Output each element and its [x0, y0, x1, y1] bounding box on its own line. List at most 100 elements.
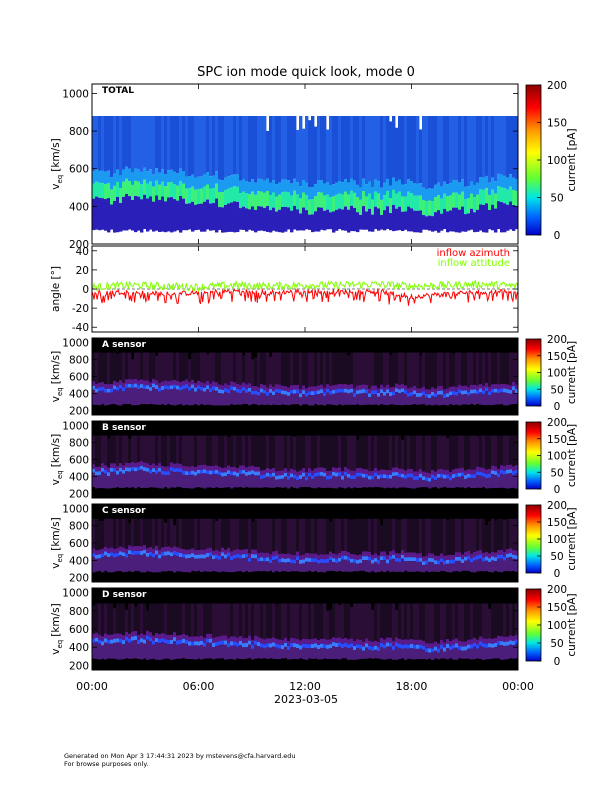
heatmap-cell: [350, 388, 354, 393]
heatmap-cell: [110, 643, 114, 659]
heatmap-cell: [398, 603, 402, 639]
heatmap-cell: [452, 386, 456, 392]
heatmap-cell: [221, 472, 225, 477]
heatmap-cell: [440, 553, 444, 559]
heatmap-cell: [401, 644, 405, 649]
heatmap-cell: [254, 549, 258, 555]
heatmap-cell: [233, 518, 237, 550]
heatmap-cell: [353, 559, 357, 563]
heatmap-cell: [170, 435, 174, 463]
heatmap-cell: [278, 389, 282, 394]
heatmap-cell: [224, 383, 228, 389]
heatmap-cell: [209, 465, 213, 471]
heatmap-cell: [356, 563, 360, 572]
heatmap-cell: [449, 116, 453, 184]
heatmap-cell: [503, 352, 507, 384]
heatmap-cell: [224, 205, 228, 233]
heatmap-cell: [467, 550, 471, 556]
heatmap-cell: [455, 477, 459, 488]
heatmap-cell: [278, 553, 282, 559]
heatmap-cell: [122, 116, 126, 170]
heatmap-cell: [155, 545, 159, 551]
heatmap-cell: [377, 470, 381, 476]
heatmap-cell: [242, 179, 246, 192]
heatmap-cell: [176, 380, 180, 386]
heatmap-cell: [254, 182, 258, 195]
heatmap-cell: [353, 641, 357, 647]
heatmap-cell: [134, 606, 138, 631]
heatmap-cell: [152, 518, 156, 549]
heatmap-cell: [458, 560, 462, 572]
heatmap-cell: [104, 392, 108, 406]
heatmap-cell: [272, 192, 276, 208]
heatmap-cell: [158, 471, 162, 489]
heatmap-cell: [155, 642, 159, 660]
heatmap-cell: [347, 393, 351, 405]
heatmap-cell: [443, 555, 447, 561]
heatmap-cell: [512, 474, 516, 488]
heatmap-cell: [200, 176, 204, 189]
heatmap-cell: [509, 435, 513, 465]
heatmap-cell: [146, 556, 150, 572]
heatmap-cell: [308, 214, 312, 230]
y-tick-label: 800: [69, 521, 89, 533]
heatmap-cell: [452, 644, 456, 649]
heatmap-cell: [479, 549, 483, 555]
heatmap-cell: [179, 386, 183, 391]
heatmap-cell: [110, 463, 114, 469]
heatmap-cell: [461, 641, 465, 647]
heatmap-cell: [299, 475, 303, 479]
heatmap-cell: [497, 640, 501, 645]
heatmap-cell: [437, 195, 441, 211]
heatmap-cell: [365, 389, 369, 394]
heatmap-cell: [167, 385, 171, 390]
heatmap-cell: [212, 386, 216, 391]
heatmap-cell: [146, 610, 150, 631]
heatmap-cell: [512, 558, 516, 571]
heatmap-cell: [104, 352, 108, 384]
heatmap-cell: [101, 548, 105, 554]
heatmap-cell: [263, 561, 267, 572]
heatmap-cell: [500, 641, 504, 646]
heatmap-cell: [377, 647, 381, 652]
heatmap-cell: [281, 191, 285, 208]
heatmap-cell: [338, 557, 342, 562]
heatmap-cell: [221, 644, 225, 659]
heatmap-cell: [398, 389, 402, 394]
heatmap-cell: [365, 211, 369, 230]
heatmap-cell: [464, 186, 468, 200]
heatmap-cell: [371, 559, 375, 564]
heatmap-cell: [98, 643, 102, 660]
heatmap-cell: [194, 636, 198, 642]
heatmap-cell: [182, 603, 186, 634]
heatmap-cell: [227, 547, 231, 553]
heatmap-cell: [509, 464, 513, 470]
heatmap-cell: [323, 183, 327, 196]
heatmap-cell: [350, 470, 354, 476]
heatmap-cell: [416, 603, 420, 640]
heatmap-cell: [224, 391, 228, 406]
heatmap-cell: [113, 352, 117, 381]
heatmap-cell: [380, 214, 384, 230]
heatmap-cell: [338, 388, 342, 393]
heatmap-cell: [386, 559, 390, 564]
heatmap-cell: [419, 518, 423, 554]
y-tick-label: 1000: [62, 503, 89, 515]
heatmap-cell: [278, 475, 282, 480]
heatmap-cell: [230, 175, 234, 188]
heatmap-cell: [305, 352, 309, 389]
heatmap-cell: [347, 435, 351, 470]
y-tick-label: 800: [69, 126, 89, 138]
heatmap-cell: [137, 470, 141, 487]
heatmap-cell: [227, 470, 231, 475]
heatmap-cell: [338, 435, 342, 468]
heatmap-cell: [107, 392, 111, 405]
heatmap-cell: [290, 554, 294, 560]
heatmap-cell: [506, 549, 510, 554]
heatmap-cell: [434, 184, 438, 198]
heatmap-cell: [485, 477, 489, 489]
heatmap-cell: [248, 391, 252, 406]
heatmap-cell: [449, 641, 453, 647]
heatmap-cell: [158, 467, 162, 472]
heatmap-cell: [458, 435, 462, 469]
